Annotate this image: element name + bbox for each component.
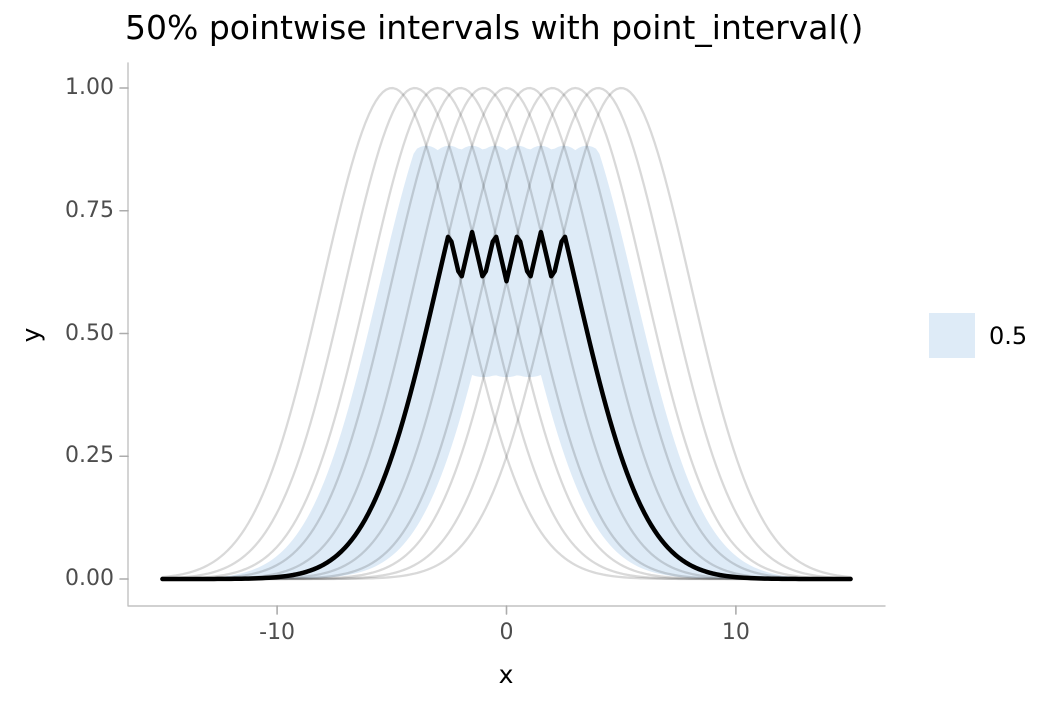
y-tick-label: 0.50 (65, 320, 114, 346)
y-axis-title: y (16, 327, 46, 343)
y-tick-label: 0.00 (65, 566, 114, 591)
x-axis-title: x (498, 660, 514, 689)
y-tick-label: 0.25 (65, 443, 114, 469)
legend-label: 0.5 (989, 321, 1028, 350)
x-tick-label: -10 (259, 620, 296, 645)
x-tick-label: 0 (499, 620, 514, 645)
y-tick-label: 1.00 (65, 75, 114, 100)
legend-swatch (929, 313, 975, 358)
legend: 0.5 (929, 313, 1027, 358)
x-tick-label: 10 (721, 620, 750, 645)
y-tick-label: 0.75 (65, 197, 114, 223)
